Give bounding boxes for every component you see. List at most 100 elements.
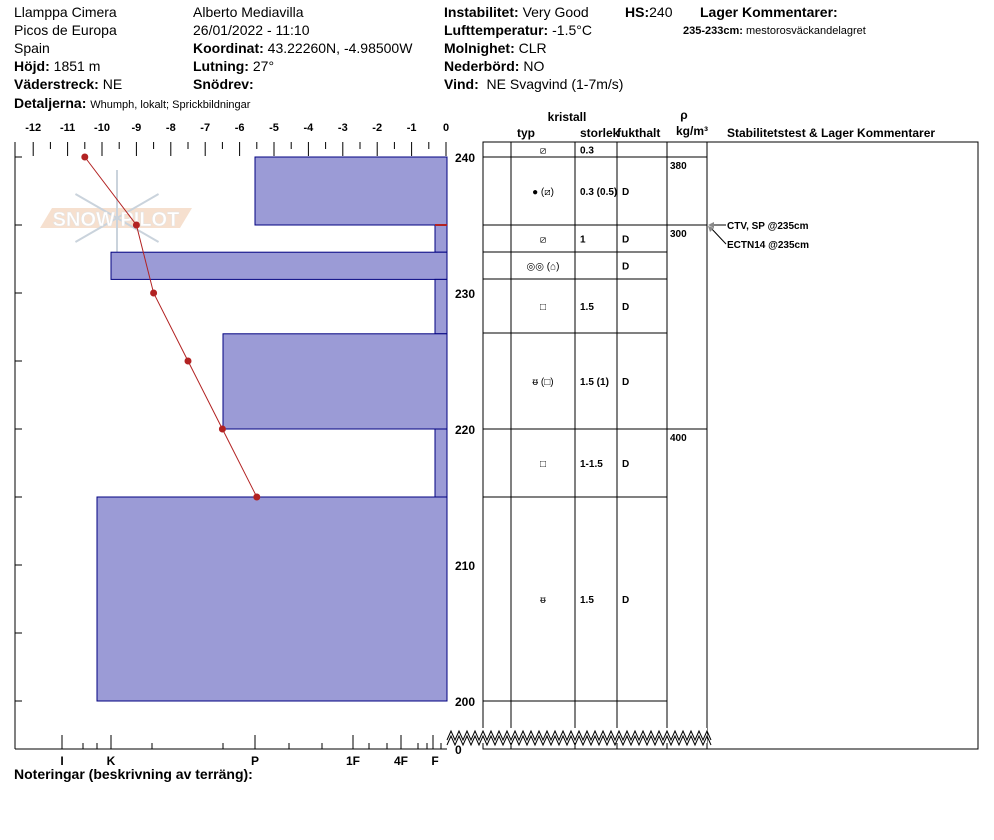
layer-comment: 235-233cm: mestorosväckandelagret: [683, 25, 866, 37]
layer-grain-type: ◎◎ (⌂): [527, 262, 560, 273]
table-header-crystal: kristall: [548, 110, 587, 124]
coordinates: Koordinat: 43.22260N, -4.98500W: [193, 40, 413, 56]
arrow-head-icon: [708, 222, 714, 228]
layer-grain-size: 1.5 (1): [580, 377, 609, 388]
table-header-rho: ρ: [680, 108, 687, 122]
hardness-tick-label: 4F: [394, 754, 408, 768]
temperature-point-2: [150, 289, 158, 297]
temp-tick-label: -4: [304, 122, 315, 134]
hardness-tick-label: I: [60, 754, 63, 768]
layer-grain-size: 1-1.5: [580, 459, 603, 470]
elevation: Höjd: 1851 m: [14, 58, 101, 74]
temp-tick-label: -1: [407, 122, 417, 134]
layer-grain-type: □: [540, 459, 546, 470]
temperature-line: [84, 156, 258, 498]
sky: Molnighet: CLR: [444, 40, 547, 56]
table-header-moisture: fukthalt: [617, 126, 660, 140]
layer-moisture: D: [622, 377, 629, 388]
layer-moisture: D: [622, 235, 629, 246]
arrow-head-icon: [708, 226, 714, 232]
notes-label: Noteringar (beskrivning av terräng):: [14, 766, 253, 782]
density-value: 300: [670, 229, 687, 240]
aspect: Väderstreck: NE: [14, 76, 123, 92]
layer-moisture: D: [622, 187, 629, 198]
temp-tick-label: -8: [166, 122, 176, 134]
density-value: 400: [670, 433, 687, 444]
location: Llamppa Cimera: [14, 4, 117, 20]
test-arrow: [709, 226, 727, 245]
hardness-bar-5: [434, 428, 448, 498]
height-tick-label: 210: [455, 559, 475, 573]
temperature-point-5: [253, 493, 261, 501]
height-tick-label: 240: [455, 151, 475, 165]
layer-moisture: D: [622, 595, 629, 606]
stability-test: ECTN14 @235cm: [727, 240, 809, 251]
temp-tick-label: -11: [60, 122, 75, 134]
layer-grain-type: ⧄: [540, 146, 546, 157]
stability-test: CTV, SP @235cm: [727, 221, 809, 232]
temp-tick-label: -7: [200, 122, 210, 134]
hardness-tick-label: P: [251, 754, 259, 768]
temperature-point-3: [184, 357, 192, 365]
layer-grain-size: 1: [580, 235, 586, 246]
temp-tick-label: -2: [372, 122, 382, 134]
axis-break-zigzag: [446, 729, 712, 742]
hardness-bar-0: [254, 156, 448, 226]
hardness-bar-2: [110, 251, 448, 280]
observer: Alberto Mediavilla: [193, 4, 304, 20]
layer-grain-type: ⧄: [540, 235, 546, 246]
country: Spain: [14, 40, 50, 56]
height-tick-label: 0: [455, 743, 462, 757]
temp-tick-label: 0: [443, 122, 449, 134]
layer-grain-type: ᵿ: [540, 595, 546, 606]
table-header-type: typ: [517, 126, 535, 140]
density-value: 380: [670, 161, 687, 172]
datetime: 26/01/2022 - 11:10: [193, 22, 310, 38]
temp-tick-label: -5: [269, 122, 279, 134]
precipitation: Nederbörd: NO: [444, 58, 545, 74]
temperature-point-0: [81, 153, 89, 161]
hardness-tick-label: 1F: [346, 754, 360, 768]
layer-grain-type: □: [540, 302, 546, 313]
table-header-density_unit: kg/m³: [676, 124, 708, 138]
layer-moisture: D: [622, 262, 629, 273]
instability: Instabilitet: Very Good: [444, 4, 589, 20]
temp-tick-label: -9: [132, 122, 142, 134]
table-header-size: storlek: [580, 126, 620, 140]
temperature-point-1: [132, 221, 140, 229]
hardness-bar-6: [96, 496, 448, 702]
hardness-tick-label: F: [431, 754, 438, 768]
layer-moisture: D: [622, 459, 629, 470]
layer-grain-type: ● (⧄): [532, 187, 554, 198]
height-tick-label: 230: [455, 287, 475, 301]
temp-tick-label: -12: [25, 122, 41, 134]
layer-grain-type: ᵿ (□): [532, 377, 553, 388]
temp-tick-label: -10: [94, 122, 110, 134]
wind: Vind: NE Svagvind (1-7m/s): [444, 76, 624, 92]
layer-grain-size: 1.5: [580, 595, 594, 606]
hardness-bar-3: [434, 278, 448, 335]
drift: Snödrev:: [193, 76, 254, 92]
snowflake-arm: [74, 217, 118, 243]
slope: Lutning: 27°: [193, 58, 275, 74]
layer-comments-label: Lager Kommentarer:: [700, 4, 838, 20]
hardness-tick-label: K: [107, 754, 116, 768]
height-tick-label: 200: [455, 695, 475, 709]
layer-moisture: D: [622, 302, 629, 313]
hardness-bar-4: [222, 333, 448, 430]
hardness-bar-1: [434, 224, 448, 253]
layer-table-frame: [482, 141, 979, 750]
temperature-point-4: [218, 425, 226, 433]
temp-tick-label: -3: [338, 122, 348, 134]
hs: HS:240: [625, 4, 673, 20]
snow-pilot-logo: SNOW PILOT: [40, 170, 192, 266]
layer-grain-size: 0.3 (0.5): [580, 187, 617, 198]
snowflake-arm: [116, 193, 160, 219]
axis-break-zigzag: [446, 734, 712, 747]
details: Detaljerna: Whumph, lokalt; Sprickbildni…: [14, 95, 251, 111]
height-tick-label: 220: [455, 423, 475, 437]
temp-tick-label: -6: [235, 122, 245, 134]
layer-grain-size: 1.5: [580, 302, 594, 313]
